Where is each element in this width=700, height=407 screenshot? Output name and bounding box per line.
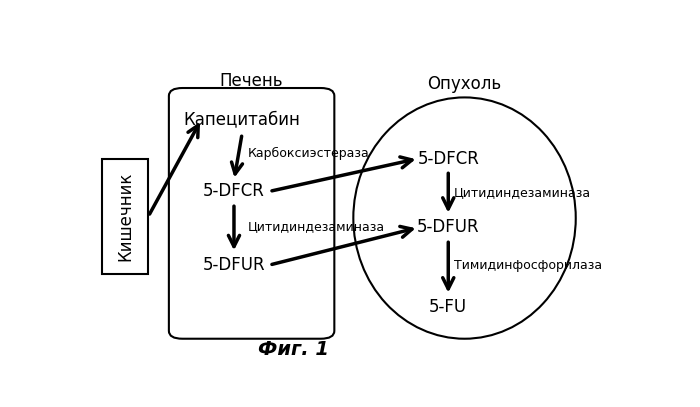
Text: 5-DFCR: 5-DFCR (417, 149, 480, 168)
Text: 5-DFUR: 5-DFUR (417, 219, 480, 236)
Text: Тимидинфосфорилаза: Тимидинфосфорилаза (454, 259, 602, 272)
Text: Цитидиндезаминаза: Цитидиндезаминаза (248, 220, 385, 233)
FancyBboxPatch shape (102, 158, 148, 274)
Text: Капецитабин: Капецитабин (183, 110, 300, 128)
Text: 5-DFUR: 5-DFUR (203, 256, 265, 274)
Ellipse shape (354, 97, 575, 339)
Text: Печень: Печень (220, 72, 284, 90)
Text: Карбоксиэстераза: Карбоксиэстераза (248, 147, 370, 160)
Text: Цитидиндезаминаза: Цитидиндезаминаза (454, 186, 591, 199)
FancyBboxPatch shape (169, 88, 335, 339)
Text: Фиг. 1: Фиг. 1 (258, 340, 329, 359)
Text: 5-DFCR: 5-DFCR (203, 182, 265, 200)
Text: 5-FU: 5-FU (429, 298, 468, 316)
Text: Опухоль: Опухоль (428, 75, 502, 93)
Text: Кишечник: Кишечник (116, 172, 134, 261)
